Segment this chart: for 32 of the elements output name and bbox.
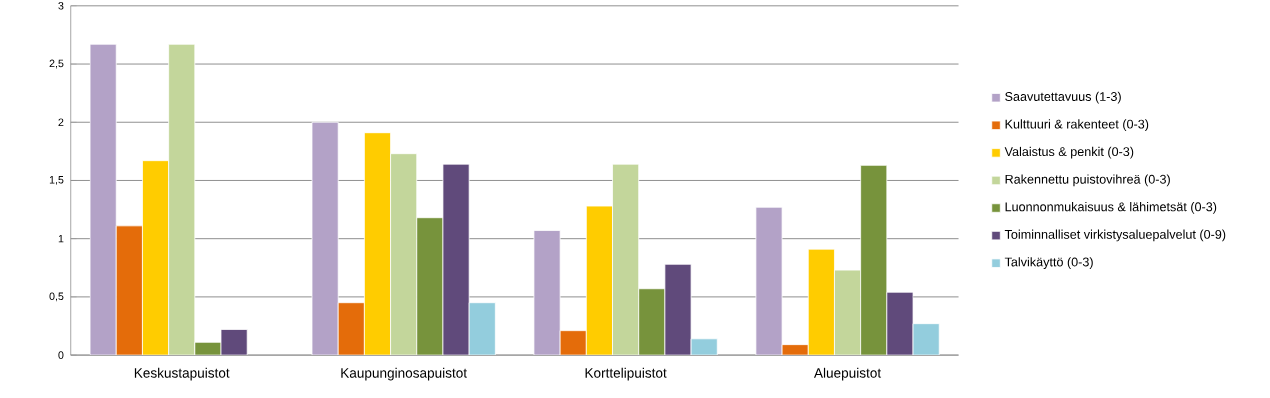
bar: [337, 302, 365, 356]
bar: [559, 330, 587, 356]
legend-label: Saavutettavuus (1-3): [1005, 91, 1121, 104]
bar: [612, 163, 640, 356]
legend-label: Kulttuuri & rakenteet (0-3): [1005, 119, 1149, 132]
legend-label: Luonnonmukaisuus & lähimetsät (0-3): [1005, 202, 1217, 214]
y-tick-label: 0,5: [49, 292, 64, 302]
bar: [860, 165, 888, 356]
legend-label: Rakennettu puistovihreä (0-3): [1005, 174, 1170, 187]
x-tick-label: Keskustapuistot: [134, 367, 230, 381]
y-tick-label: 0: [58, 351, 64, 359]
bar: [416, 217, 444, 356]
x-tick-label: Aluepuistot: [813, 367, 882, 381]
legend-label: Valaistus & penkit (0-3): [1004, 146, 1134, 159]
y-tick-label: 1: [58, 235, 64, 243]
bar: [834, 269, 862, 356]
legend-label: Talvikäyttö (0-3): [1004, 257, 1093, 270]
legend-label: Toiminnalliset virkistysaluepalvelut (0-9): [1004, 229, 1226, 242]
bar: [585, 205, 613, 356]
y-tick-label: 1,5: [49, 176, 64, 185]
bar: [115, 225, 143, 356]
bar: [638, 288, 666, 356]
y-tick-label: 3: [58, 2, 64, 10]
x-tick-label: Kaupunginosapuistot: [341, 367, 467, 381]
bar: [807, 248, 835, 356]
bar: [142, 160, 170, 356]
bar: [364, 132, 391, 356]
y-tick-label: 2: [58, 118, 64, 127]
y-tick-label: 2,5: [49, 59, 64, 69]
x-tick-label: Korttelipuistot: [585, 367, 667, 381]
bar: [390, 153, 418, 356]
bar: [168, 43, 196, 356]
